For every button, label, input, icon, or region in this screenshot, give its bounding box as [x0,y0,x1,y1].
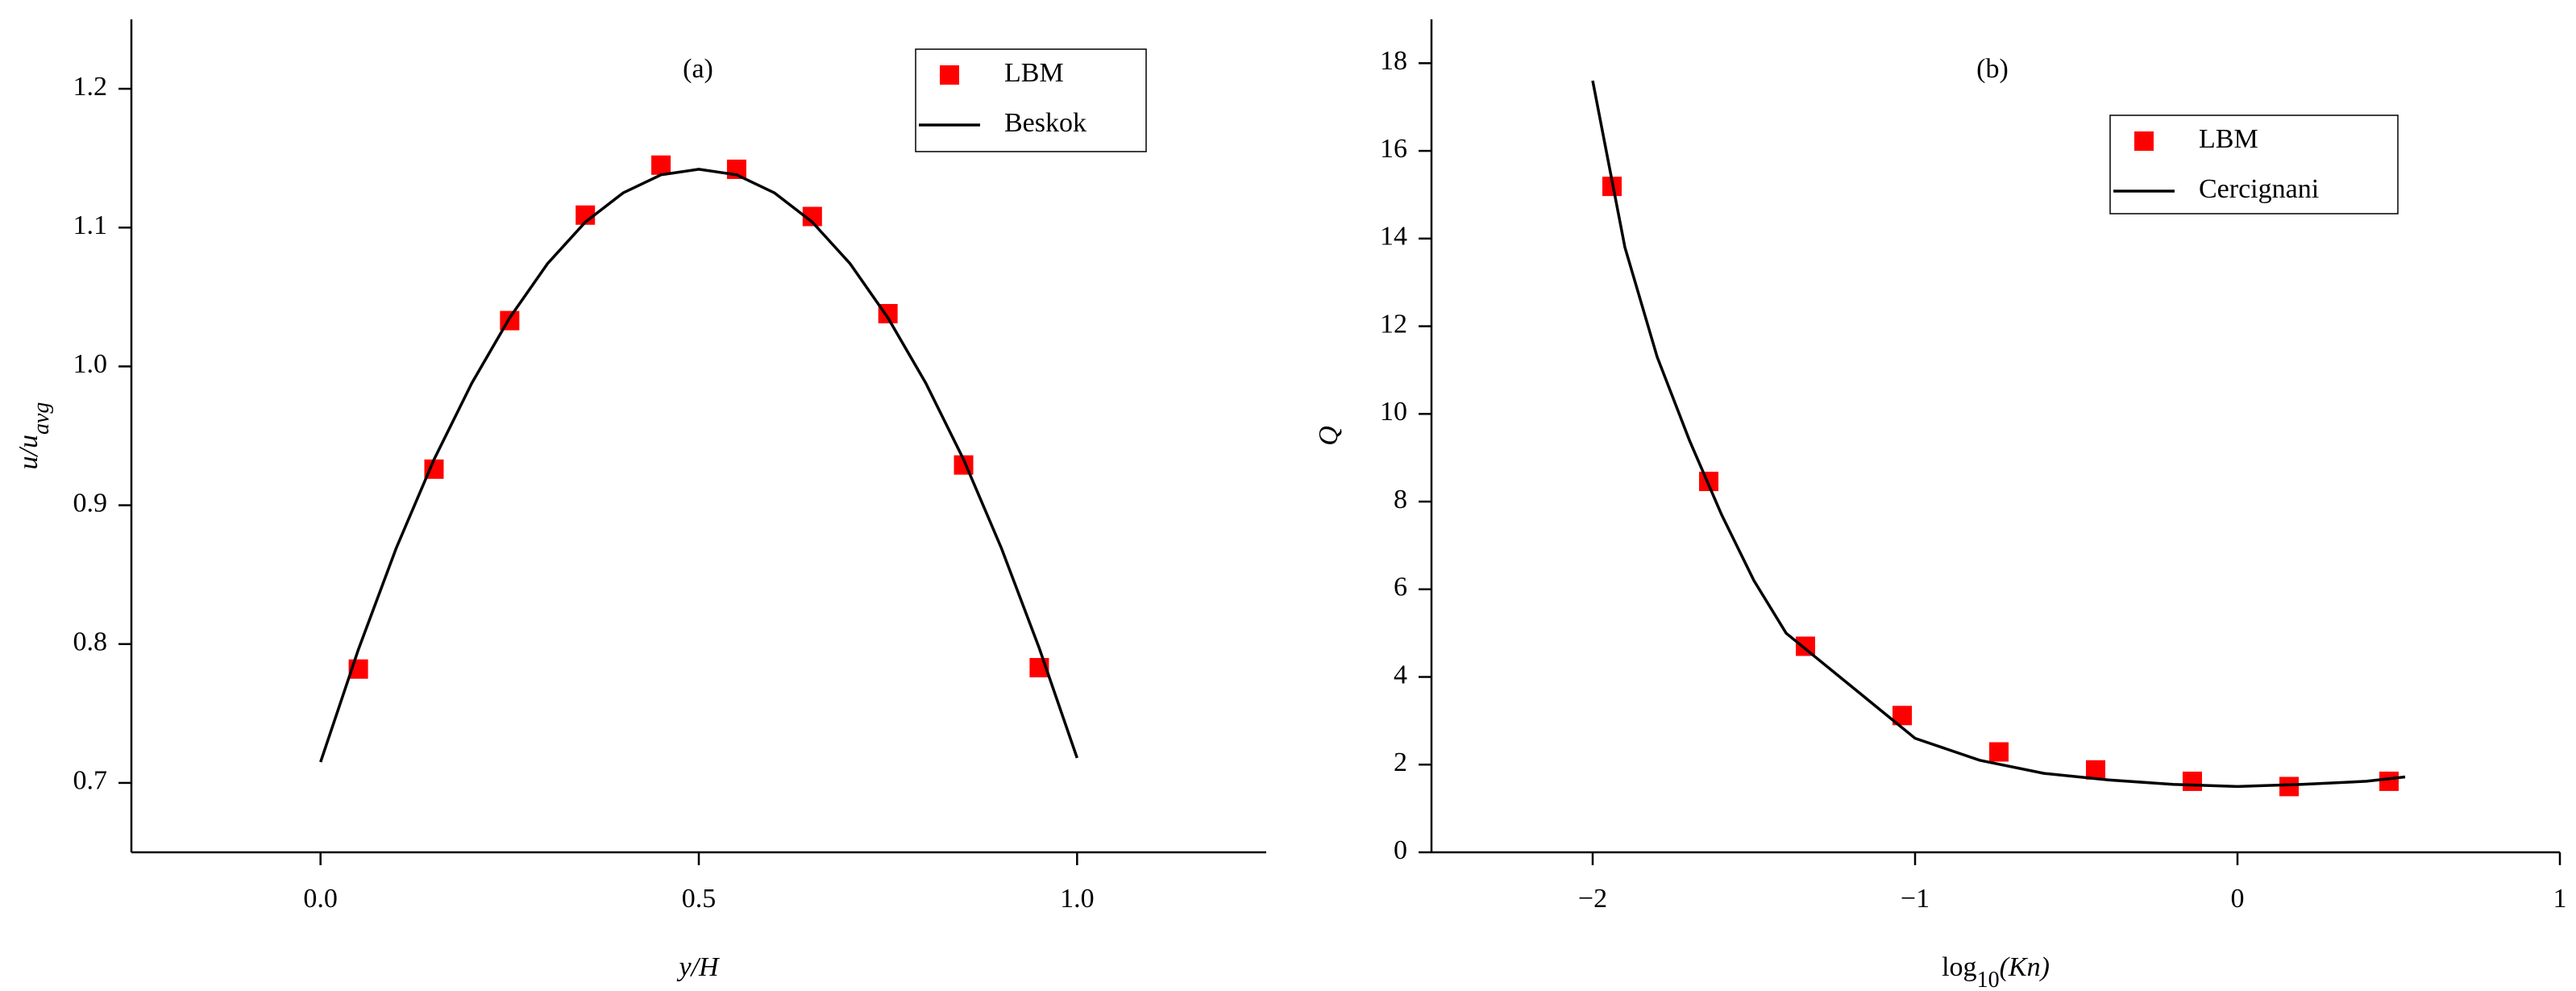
data-line [1591,80,2406,789]
y-tick-label: 0.7 [73,766,108,796]
x-tick-label: −1 [1901,884,1930,914]
data-point [2379,771,2399,791]
legend-label: Beskok [1004,108,1086,138]
x-axis-label: y/H [676,952,721,982]
legend-label: LBM [2199,124,2258,154]
x-axis-label-part: log [1942,952,1976,982]
y-tick-label: 18 [1380,46,1407,76]
x-tick-label: 0.0 [303,884,338,914]
y-axis-label: Q [1314,426,1344,446]
y-tick-label: 6 [1394,573,1407,602]
x-axis-label-part: 10 [1977,968,2000,991]
data-line [319,168,1078,763]
annotation: (b) [1976,54,2009,84]
y-tick-label: 2 [1394,747,1407,777]
y-axis-label-part: u/u [14,435,44,469]
y-tick-label: 0 [1394,835,1407,865]
y-tick-label: 16 [1380,134,1407,164]
y-tick-label: 0.9 [73,488,108,518]
y-tick-label: 1.1 [73,210,108,240]
y-tick-label: 14 [1380,222,1407,252]
x-tick-label: 1 [2553,884,2567,914]
legend-marker [2134,131,2154,151]
x-axis-label: log10(Kn) [1942,952,2050,991]
x-tick-label: 1.0 [1060,884,1095,914]
y-tick-label: 1.0 [73,349,108,379]
data-point [2183,771,2202,791]
y-tick-label: 0.8 [73,627,108,657]
y-tick-label: 12 [1380,309,1407,339]
y-tick-label: 8 [1394,485,1407,514]
y-tick-label: 10 [1380,397,1407,427]
data-point [1989,742,2009,762]
x-axis-label-part: (Kn) [2000,952,2050,982]
data-point [2279,777,2299,797]
y-axis-label: u/uavg [14,402,54,470]
legend-marker [940,65,959,85]
x-tick-label: 0 [2231,884,2245,914]
data-point [651,155,671,175]
legend-label: LBM [1004,58,1064,88]
x-tick-label: 0.5 [682,884,717,914]
x-tick-label: −2 [1578,884,1607,914]
legend-box [2109,115,2399,214]
y-axis-label-part: avg [29,402,54,435]
y-tick-label: 4 [1394,660,1407,689]
y-tick-label: 1.2 [73,72,108,102]
data-point [2086,760,2105,780]
legend-label: Cercignani [2199,174,2319,204]
annotation: (a) [683,54,713,84]
